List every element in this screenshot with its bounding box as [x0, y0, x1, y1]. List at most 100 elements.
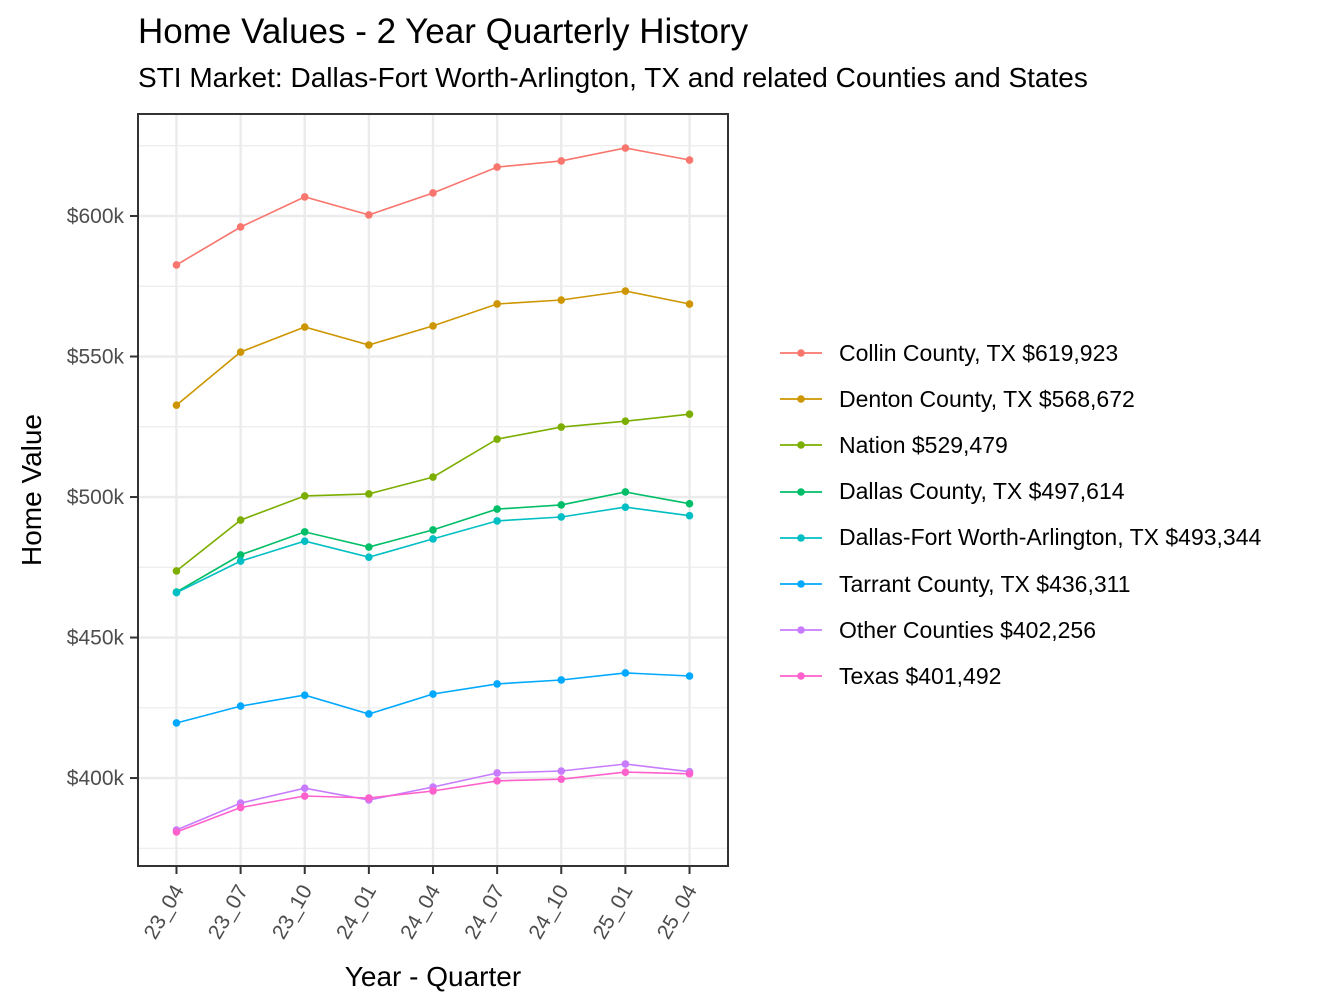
legend-item: Nation $529,479 — [776, 422, 1261, 468]
legend-label: Nation $529,479 — [839, 431, 1008, 458]
legend-item: Collin County, TX $619,923 — [776, 330, 1261, 376]
data-point — [300, 193, 309, 201]
data-point — [429, 787, 437, 795]
legend-key-icon — [776, 523, 826, 553]
legend-key-icon — [776, 661, 826, 691]
data-point — [236, 516, 245, 524]
series-7 — [172, 768, 694, 836]
x-axis-title: Year - Quarter — [345, 961, 521, 992]
data-point — [365, 794, 373, 802]
legend-item: Denton County, TX $568,672 — [776, 376, 1261, 422]
data-point — [236, 223, 245, 231]
legend-item: Tarrant County, TX $436,311 — [776, 561, 1261, 607]
data-point — [621, 768, 630, 776]
chart-title: Home Values - 2 Year Quarterly History — [138, 12, 749, 51]
legend-item: Dallas-Fort Worth-Arlington, TX $493,344 — [776, 515, 1261, 561]
legend-item: Texas $401,492 — [776, 653, 1261, 699]
x-tick-label: 24_10 — [524, 881, 573, 943]
data-point — [300, 691, 309, 699]
data-point — [300, 528, 309, 536]
data-point — [236, 551, 245, 559]
data-point — [236, 702, 245, 710]
data-point — [429, 473, 437, 481]
legend-label: Tarrant County, TX $436,311 — [839, 570, 1131, 597]
data-point — [300, 323, 309, 331]
y-axis: $400k $450k $500k $550k $600k — [67, 205, 138, 790]
data-point — [365, 710, 373, 718]
grid-major — [138, 114, 728, 866]
legend-label: Texas $401,492 — [839, 662, 1002, 689]
data-point — [557, 767, 566, 775]
chart-subtitle: STI Market: Dallas-Fort Worth-Arlington,… — [138, 62, 1088, 93]
data-point — [557, 676, 566, 684]
data-point — [236, 803, 245, 812]
x-tick-label: 24_04 — [396, 881, 445, 943]
legend-label: Dallas County, TX $497,614 — [839, 478, 1125, 505]
data-point — [493, 517, 501, 525]
data-point — [365, 553, 373, 561]
series-3 — [172, 488, 694, 596]
data-point — [493, 769, 501, 777]
data-point — [493, 777, 501, 785]
series-0 — [172, 144, 694, 269]
data-point — [557, 775, 566, 783]
series-1 — [172, 287, 694, 409]
series-5 — [172, 669, 694, 727]
legend-key-icon — [776, 477, 826, 507]
data-point — [621, 669, 630, 677]
data-point — [621, 488, 630, 496]
legend-label: Dallas-Fort Worth-Arlington, TX $493,344 — [839, 524, 1262, 551]
y-tick-label: $450k — [67, 627, 125, 650]
data-point — [172, 828, 181, 836]
series-4 — [172, 503, 694, 597]
y-tick-label: $550k — [67, 346, 125, 369]
data-point — [365, 490, 373, 498]
data-point — [493, 300, 501, 308]
data-point — [557, 157, 566, 165]
data-point — [365, 211, 373, 219]
data-point — [685, 511, 694, 520]
data-point — [172, 567, 181, 575]
data-point — [236, 348, 245, 356]
data-point — [557, 513, 566, 521]
data-point — [557, 423, 566, 431]
y-tick-label: $400k — [67, 767, 125, 790]
x-axis: 23_04 23_07 23_10 24_01 24_04 24_07 24_10 25_01… — [140, 866, 702, 943]
data-point — [685, 156, 694, 164]
legend-key-icon — [776, 384, 826, 414]
x-tick-label: 23_10 — [268, 881, 317, 943]
data-point — [685, 410, 694, 418]
x-tick-label: 24_07 — [460, 881, 509, 943]
x-tick-label: 25_01 — [589, 881, 638, 943]
y-tick-label: $500k — [67, 486, 125, 509]
legend-label: Collin County, TX $619,923 — [839, 339, 1119, 366]
legend-key-icon — [776, 338, 826, 368]
x-tick-label: 24_01 — [332, 881, 381, 943]
data-point — [172, 401, 181, 409]
legend-item: Other Counties $402,256 — [776, 607, 1261, 653]
data-point — [621, 760, 630, 768]
data-point — [621, 287, 630, 295]
data-point — [172, 719, 181, 727]
data-point — [493, 680, 501, 688]
data-point — [429, 322, 437, 330]
data-point — [429, 526, 437, 534]
data-point — [300, 784, 309, 792]
data-point — [557, 296, 566, 304]
data-point — [300, 492, 309, 500]
legend-label: Denton County, TX $568,672 — [839, 385, 1135, 412]
data-point — [685, 499, 694, 508]
data-point — [685, 300, 694, 308]
x-tick-label: 23_07 — [204, 881, 253, 943]
data-point — [172, 261, 181, 269]
legend: Collin County, TX $619,923 Denton County,… — [776, 330, 1261, 700]
x-tick-label: 25_04 — [653, 881, 702, 943]
legend-key-icon — [776, 569, 826, 599]
series-2 — [172, 410, 694, 575]
data-point — [365, 341, 373, 349]
y-axis-title: Home Value — [16, 414, 47, 566]
x-tick-label: 23_04 — [140, 881, 189, 943]
data-point — [172, 588, 181, 597]
series-layer — [172, 144, 694, 836]
data-point — [493, 163, 501, 171]
